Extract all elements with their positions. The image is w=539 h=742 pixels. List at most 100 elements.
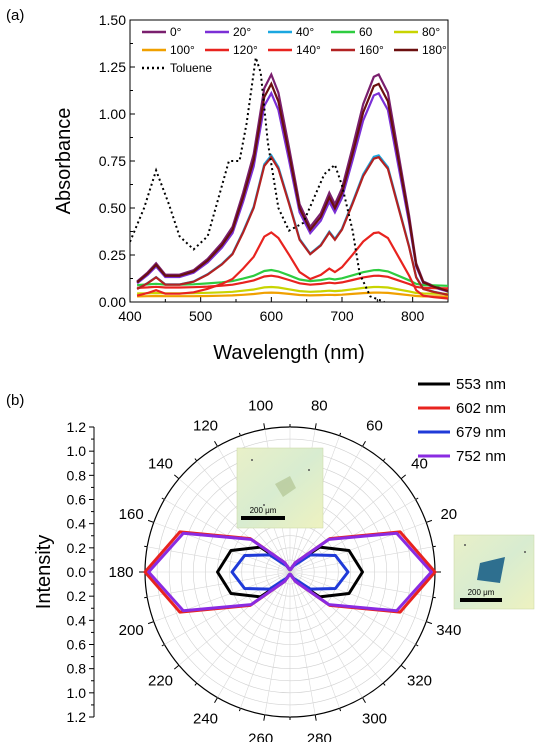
series-line-140 <box>137 274 448 290</box>
r-tick-label: 0.6 <box>67 637 87 653</box>
polar-spoke <box>289 571 433 598</box>
legend-entry: 60 <box>331 25 373 39</box>
scale-bar-right-label: 200 μm <box>468 588 495 597</box>
y-tick-label: 1.25 <box>99 59 126 75</box>
legend-entry: 40° <box>268 25 314 39</box>
plot-a-series-lines <box>130 57 448 302</box>
panel-a-label: (a) <box>6 7 24 24</box>
polar-angle-tick <box>415 497 419 500</box>
scale-bar-top-label: 200 μm <box>250 506 277 515</box>
legend-entry: 20° <box>205 25 251 39</box>
legend-entry: Toluene <box>142 61 212 75</box>
polar-angle-tick <box>426 519 433 523</box>
polar-angle-label: 320 <box>407 673 432 690</box>
scale-bar-right <box>460 598 502 602</box>
polar-angle-tick <box>362 440 366 447</box>
polar-spoke <box>289 571 363 698</box>
polar-series-752nm <box>147 531 433 613</box>
polar-angle-label: 120 <box>193 418 218 435</box>
y-tick-label: 0.25 <box>99 247 126 263</box>
polar-angle-label: 240 <box>193 710 218 727</box>
r-tick-label: 1.2 <box>67 709 87 725</box>
polar-spoke <box>289 571 340 709</box>
legend-label: 140° <box>296 43 321 57</box>
legend-entry: 100° <box>142 43 195 57</box>
polar-angle-label: 260 <box>248 730 273 742</box>
r-tick-label: 0.8 <box>67 467 87 483</box>
polar-angle-tick <box>314 714 317 721</box>
polar-spoke <box>289 571 427 622</box>
series-line-toluene <box>130 57 385 302</box>
flake-shape-blue <box>477 557 505 583</box>
x-tick-label: 500 <box>189 308 213 324</box>
plot-b-polar-grid <box>139 423 441 721</box>
legend-label: 180° <box>422 43 447 57</box>
series-line-60 <box>137 268 448 287</box>
polar-spoke <box>289 522 427 573</box>
legend-label: 100° <box>170 43 195 57</box>
x-tick-label: 400 <box>118 308 142 324</box>
polar-angle-tick <box>238 708 241 712</box>
polar-angle-tick <box>263 714 266 721</box>
polar-spoke <box>289 571 384 684</box>
polar-spoke <box>147 571 291 598</box>
polar-spoke <box>153 522 291 573</box>
legend-entry: 80° <box>394 25 440 39</box>
polar-legend-entry: 679 nm <box>418 424 506 441</box>
series-line-160 <box>136 155 448 296</box>
r-tick-label: 0.8 <box>67 661 87 677</box>
micrograph-inset-top: 200 μm <box>236 447 324 529</box>
legend-label: 60 <box>359 25 373 39</box>
polar-spoke <box>289 571 316 715</box>
legend-label: 20° <box>233 25 251 39</box>
polar-angle-tick <box>382 682 386 686</box>
polar-angle-tick <box>194 682 198 686</box>
polar-angle-label: 340 <box>436 622 461 639</box>
legend-label: 160° <box>359 43 384 57</box>
micrograph-inset-right: 200 μm <box>453 534 535 610</box>
plot-a-xlabel: Wavelength (nm) <box>213 342 365 364</box>
legend-label: 0° <box>170 25 182 39</box>
r-tick-label: 0.4 <box>67 516 87 532</box>
r-tick-label: 0.2 <box>67 588 87 604</box>
series-line-120 <box>136 231 448 300</box>
plot-b-r-scale: 0.0 0.2 0.2 0.4 0.4 0.6 0.6 0.8 0.8 1.0 1.0 1.2 1.2 <box>67 419 95 725</box>
polar-angle-tick <box>161 497 165 500</box>
y-tick-label: 1.50 <box>99 12 126 28</box>
scale-bar-top <box>241 516 285 520</box>
polar-angle-tick <box>147 621 154 625</box>
polar-spoke <box>289 460 384 573</box>
polar-angle-tick <box>263 423 266 430</box>
plot-a-x-axis: 400 500 600 700 800 <box>118 297 449 324</box>
plot-a-ylabel: Absorbance <box>53 108 75 215</box>
y-tick-label: 1.00 <box>99 106 126 122</box>
polar-angle-label: 160 <box>119 506 144 523</box>
polar-angle-label: 300 <box>362 710 387 727</box>
legend-label: 80° <box>422 25 440 39</box>
polar-spoke <box>196 571 291 684</box>
polar-angle-tick <box>339 432 342 436</box>
plot-b-series-lines <box>143 530 437 614</box>
x-tick-label: 700 <box>330 308 354 324</box>
polar-spoke <box>153 571 291 622</box>
polar-angle-tick <box>238 432 241 436</box>
polar-spoke <box>289 546 433 573</box>
polar-angle-tick <box>144 545 148 548</box>
r-tick-label: 0.4 <box>67 612 87 628</box>
plot-a-y-axis: 0.00 0.25 0.50 0.75 1.00 1.25 1.50 <box>99 12 135 310</box>
panel-b: (b) Intensity 0.00.20.20.40.40.60.60.80.… <box>6 376 535 742</box>
r-tick-label: 0.6 <box>67 492 87 508</box>
y-tick-label: 0.75 <box>99 153 126 169</box>
flake-shape <box>275 476 296 497</box>
polar-angle-tick <box>382 458 386 462</box>
polar-angle-label: 80 <box>311 398 328 415</box>
polar-angle-tick <box>426 621 433 625</box>
polar-legend-entry: 752 nm <box>418 448 506 465</box>
polar-angle-tick <box>144 596 148 599</box>
r-tick-label: 1.0 <box>67 443 87 459</box>
series-line-80 <box>137 285 448 295</box>
polar-angle-tick <box>314 423 317 430</box>
plot-b-angle-labels: 0204060801001201401601802002202402602803… <box>108 398 463 742</box>
y-tick-label: 0.50 <box>99 200 126 216</box>
legend-label: Toluene <box>170 61 212 75</box>
